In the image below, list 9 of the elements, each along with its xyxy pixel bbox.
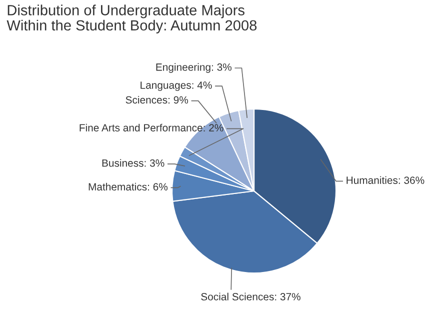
slice-label: Sciences: 9% [126,96,188,104]
slice-label: Fine Arts and Performance: 2% [80,124,224,132]
slice-label: Business: 3% [102,159,164,167]
slice-label: Mathematics: 6% [88,182,168,191]
slice-label: Engineering: 3% [156,63,232,73]
slice-label: Humanities: 36% [346,176,424,184]
slice-label: Social Sciences: 37% [201,292,300,300]
slice-label: Languages: 4% [140,82,212,91]
chart-title: Distribution of Undergraduate Majors Within the Student Body: Autumn 2008 [6,4,257,34]
